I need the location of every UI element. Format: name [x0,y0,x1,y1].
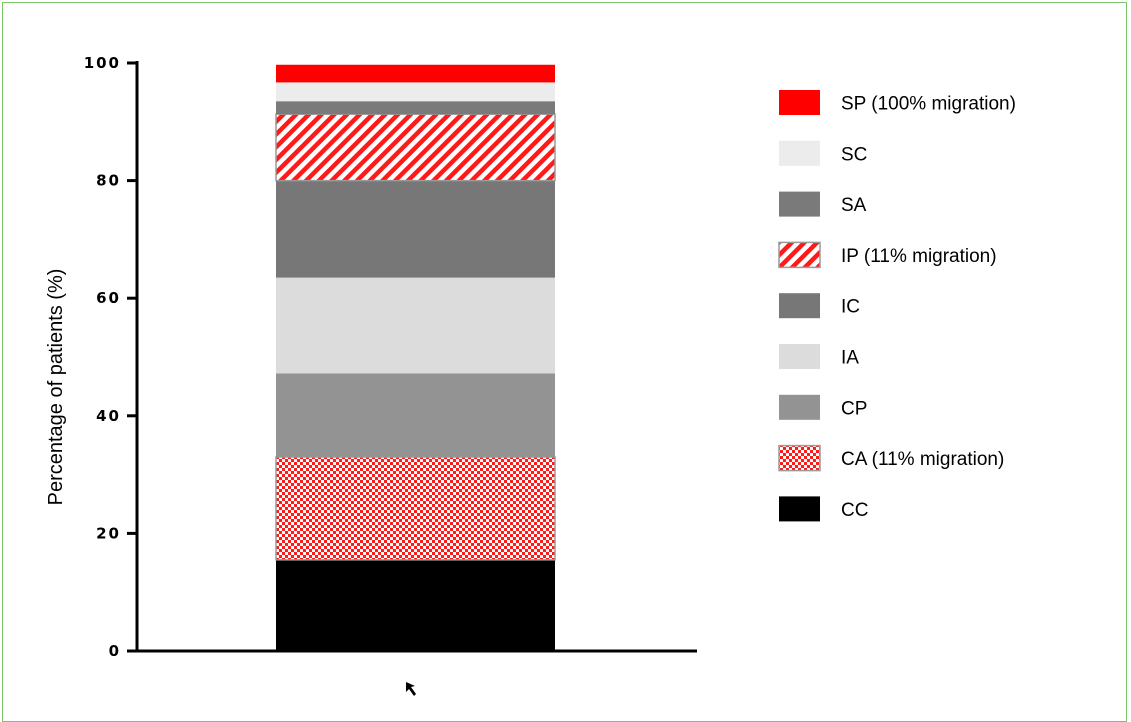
legend-item-cp: CP [779,394,867,420]
legend-label: SC [841,144,867,165]
bar-stack [275,64,556,651]
legend-swatch [779,496,820,522]
legend-item-ca-11-migration: CA (11% migration) [778,444,1004,472]
legend-swatch [779,394,820,420]
bar-segment-sc [276,82,555,102]
legend-label: IA [841,348,859,369]
legend-item-sp-100-migration: SP (100% migration) [779,90,1016,115]
legend-label: CA (11% migration) [841,449,1004,470]
legend: SP (100% migration) SC SA IP (11% migration… [778,90,1016,522]
legend-item-sc: SC [779,140,867,166]
bar-segment-cp [276,373,555,457]
legend-item-ia: IA [779,344,859,369]
y-tick-label: 20 [96,524,121,542]
y-tick-label: 40 [96,407,121,425]
bar-segment-ip-11-migration [275,113,556,182]
legend-swatch [779,90,820,115]
y-tick-label: 60 [96,289,121,307]
legend-swatch [779,140,820,166]
legend-swatch [779,293,820,319]
legend-swatch [778,444,821,472]
y-tick-label: 100 [84,54,121,72]
y-axis-ticks: 0 20 40 60 80 100 [84,54,137,660]
legend-label: IP (11% migration) [841,246,997,267]
bar-segment-sa [276,101,555,115]
legend-label: SP (100% migration) [841,94,1016,115]
legend-swatch [779,344,820,369]
y-tick-label: 80 [96,172,121,190]
legend-label: CP [841,398,867,419]
bar-segment-ia [276,277,555,374]
y-axis-label: Percentage of patients (%) [45,269,67,506]
legend-swatch [778,241,821,269]
legend-label: IC [841,297,860,318]
legend-item-ip-11-migration: IP (11% migration) [778,241,997,269]
legend-label: SA [841,195,867,216]
legend-swatch [779,191,820,217]
legend-item-ic: IC [779,293,860,319]
legend-item-sa: SA [779,191,867,217]
cursor-icon [406,682,416,696]
bar-segment-ca-11-migration [275,456,556,561]
bar-segment-ic [276,180,555,278]
legend-item-cc: CC [779,496,868,522]
legend-label: CC [841,500,868,521]
bar-segment-sp-100-migration [276,64,555,83]
y-tick-label: 0 [109,642,121,660]
bar-segment-cc [276,559,555,651]
